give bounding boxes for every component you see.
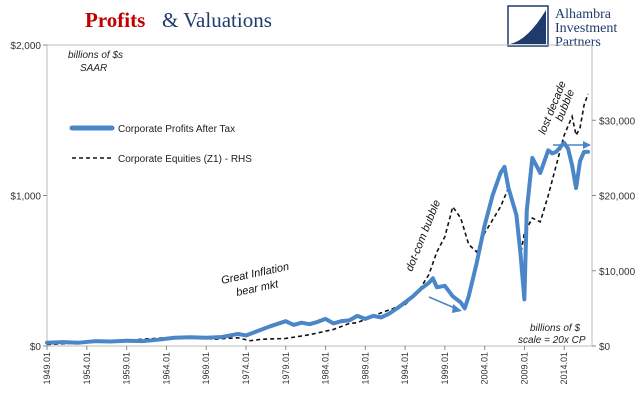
legend-label-profits: Corporate Profits After Tax <box>118 124 235 135</box>
arrow-dotcom-decline <box>428 296 462 313</box>
right-unit-note-1: billions of $ <box>530 323 580 334</box>
right-tick-label: $0 <box>599 342 611 353</box>
x-tick-label: 1959.01 <box>122 352 132 385</box>
left-tick-label: $2,000 <box>10 41 41 52</box>
legend: Corporate Profits After Tax Corporate Eq… <box>69 124 252 165</box>
x-tick-label: 1969.01 <box>201 352 211 385</box>
left-unit-note-2: SAAR <box>80 63 107 74</box>
legend-label-equities: Corporate Equities (Z1) - RHS <box>118 154 252 165</box>
left-unit-note-1: billions of $s <box>68 50 123 61</box>
x-tick-label: 1979.01 <box>281 352 291 385</box>
x-axis: 1949.01 1954.01 1959.01 1964.01 1969.01 1974.… <box>42 346 569 385</box>
x-tick-label: 1999.01 <box>440 352 450 385</box>
left-axis: $0 $1,000 $2,000 <box>10 41 47 353</box>
annotation-dotcom: dot-com bubble <box>404 198 444 273</box>
right-tick-label: $10,000 <box>599 267 636 278</box>
chart-title-part2: & Valuations <box>162 8 272 32</box>
x-tick-label: 1984.01 <box>321 352 331 385</box>
arrow-recent-flat <box>553 141 591 149</box>
right-axis: $0 $10,000 $20,000 $30,000 <box>592 116 636 353</box>
chart-title-part1: Profits <box>85 8 145 32</box>
right-unit-note-2: scale = 20x CP <box>518 335 586 346</box>
x-tick-label: 2009.01 <box>519 352 529 385</box>
series-group <box>45 93 591 346</box>
x-tick-label: 1994.01 <box>400 352 410 385</box>
right-tick-label: $30,000 <box>599 116 636 127</box>
series-line-corporate-profits <box>45 140 591 345</box>
brand-line2: Investment <box>555 21 617 36</box>
x-tick-label: 2014.01 <box>559 352 569 385</box>
x-tick-label: 1964.01 <box>161 352 171 385</box>
brand-line3: Partners <box>555 35 601 50</box>
brand-logo: Alhambra Investment Partners <box>507 5 617 50</box>
right-tick-label: $20,000 <box>599 192 636 203</box>
x-tick-label: 1974.01 <box>241 352 251 385</box>
x-tick-label: 1954.01 <box>82 352 92 385</box>
brand-line1: Alhambra <box>555 7 612 22</box>
left-tick-label: $0 <box>30 342 42 353</box>
x-tick-label: 1949.01 <box>42 352 52 385</box>
x-tick-label: 1989.01 <box>360 352 370 385</box>
x-tick-label: 2004.01 <box>480 352 490 385</box>
left-tick-label: $1,000 <box>10 192 41 203</box>
